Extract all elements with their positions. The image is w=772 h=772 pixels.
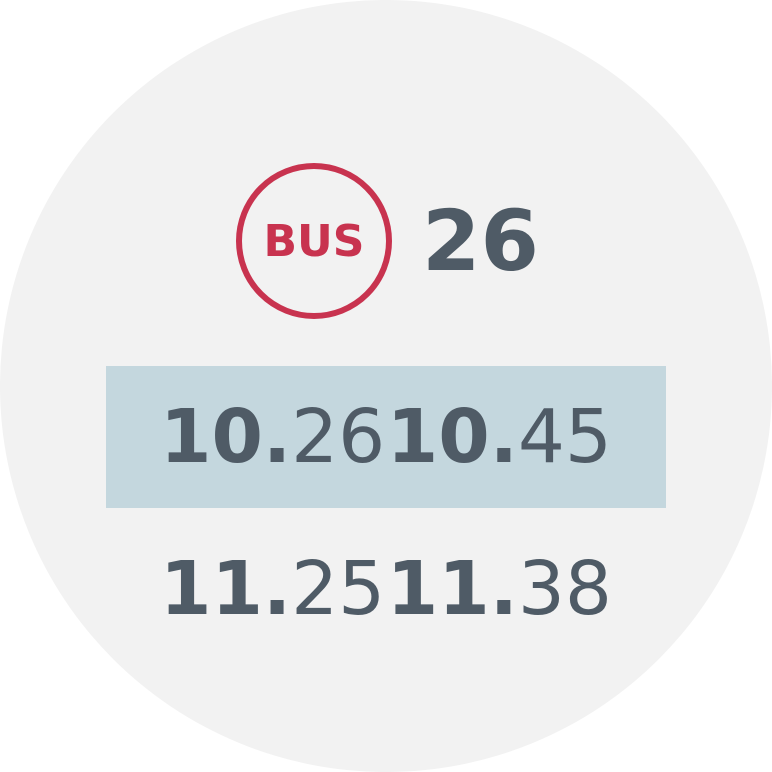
departure-hour: 10. <box>386 394 518 480</box>
departure-hour: 11. <box>160 546 292 632</box>
departure-minute: 26 <box>291 394 386 480</box>
departure-hour: 11. <box>386 546 518 632</box>
departure-row[interactable]: 11.25 11.38 <box>106 518 666 660</box>
departure-minute: 38 <box>517 546 612 632</box>
departure-minute: 25 <box>291 546 386 632</box>
route-number: 26 <box>422 192 539 290</box>
route-header: BUS 26 <box>236 158 539 324</box>
departure-minute: 45 <box>517 394 612 480</box>
departure-row-next[interactable]: 10.26 10.45 <box>106 366 666 508</box>
departure-time: 11.25 <box>160 552 385 626</box>
departure-hour: 10. <box>160 394 292 480</box>
departure-time: 10.26 <box>160 400 385 474</box>
bus-badge-label: BUS <box>263 215 365 267</box>
departure-time: 10.45 <box>387 400 612 474</box>
departure-time: 11.38 <box>387 552 612 626</box>
bus-badge-icon: BUS <box>236 163 392 319</box>
